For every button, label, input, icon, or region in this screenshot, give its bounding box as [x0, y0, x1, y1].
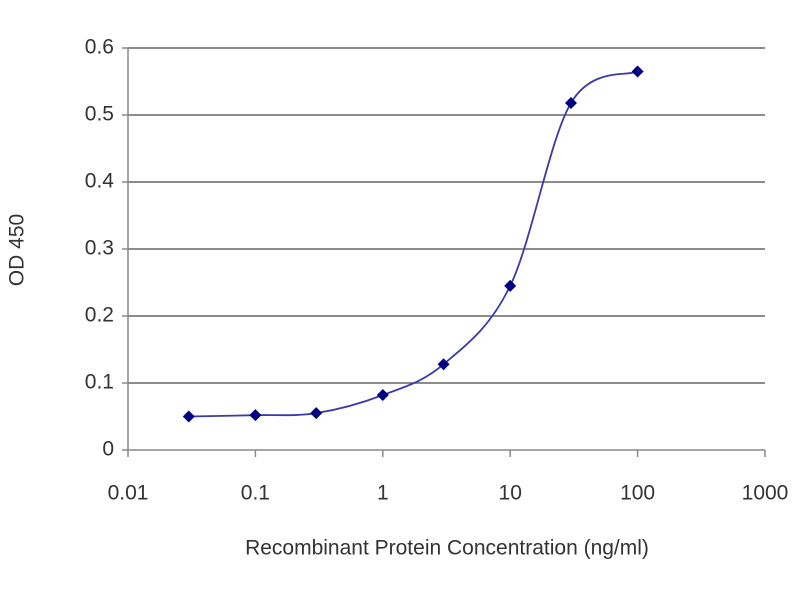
x-axis-label: Recombinant Protein Concentration (ng/ml… — [245, 537, 649, 560]
data-point — [564, 96, 577, 109]
y-tick-label: 0.5 — [85, 103, 114, 126]
x-tick-label: 0.1 — [241, 482, 270, 505]
x-tick-label: 1 — [377, 482, 389, 505]
y-tick-label: 0.1 — [85, 371, 114, 394]
y-tick-label: 0.3 — [85, 237, 114, 260]
data-point — [504, 279, 517, 292]
x-tick-label: 1000 — [742, 482, 789, 505]
data-point — [310, 407, 323, 420]
y-tick-label: 0 — [102, 438, 114, 461]
data-line — [188, 70, 638, 418]
data-point — [249, 409, 262, 422]
data-point — [182, 410, 195, 423]
x-tick-label: 100 — [620, 482, 655, 505]
data-point — [437, 358, 450, 371]
y-tick-label: 0.6 — [85, 36, 114, 59]
y-tick-label: 0.2 — [85, 304, 114, 327]
x-tick-label: 10 — [499, 482, 522, 505]
x-tick-label: 0.01 — [108, 482, 149, 505]
y-axis-label: OD 450 — [6, 214, 29, 286]
data-point — [631, 65, 644, 78]
y-tick-label: 0.4 — [85, 170, 115, 193]
data-point — [376, 389, 389, 402]
